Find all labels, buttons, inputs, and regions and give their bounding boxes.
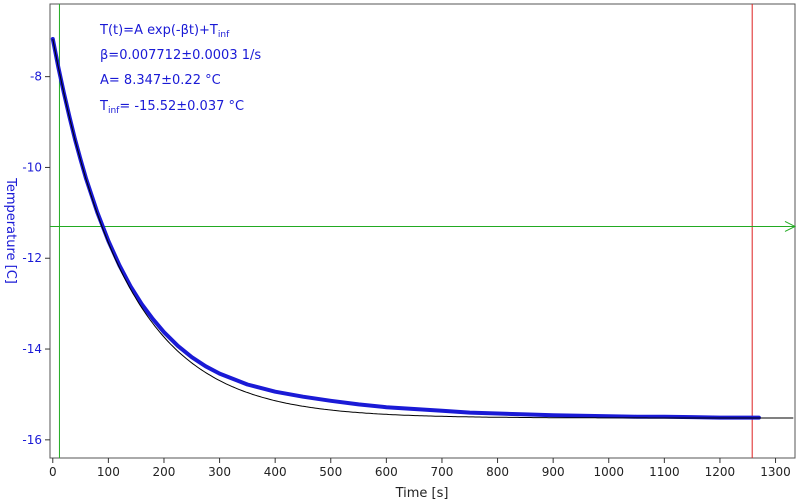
x-tick-label: 900	[542, 465, 565, 479]
fit-tinf: Tinf= -15.52±0.037 °C	[99, 99, 244, 116]
x-ticks: 0 100 200 300 400 500 600 700 800 900 1000 1100 1200…	[49, 458, 791, 479]
plot-area	[49, 3, 796, 459]
x-tick-label: 1300	[760, 465, 791, 479]
x-tick-label: 400	[264, 465, 287, 479]
x-tick-label: 200	[153, 465, 176, 479]
x-tick-label: 1000	[593, 465, 624, 479]
x-tick-label: 500	[319, 465, 342, 479]
fit-beta: β=0.007712±0.0003 1/s	[100, 48, 261, 63]
cursor-arrow-head	[784, 221, 797, 232]
x-tick-label: 1100	[649, 465, 680, 479]
x-tick-label: 100	[97, 465, 120, 479]
fit-curve-line	[52, 39, 794, 419]
x-axis-label: Time [s]	[395, 486, 449, 501]
fit-amplitude: A= 8.347±0.22 °C	[100, 73, 221, 88]
x-tick-label: 600	[375, 465, 398, 479]
y-tick-label: -10	[22, 160, 42, 174]
x-tick-label: 300	[208, 465, 231, 479]
x-tick-label: 700	[431, 465, 454, 479]
x-tick-label: 0	[49, 465, 57, 479]
chart-marks	[50, 4, 797, 458]
y-tick-label: -8	[30, 70, 42, 84]
y-axis-label: Temperature [C]	[3, 177, 18, 284]
x-tick-label: 800	[486, 465, 509, 479]
y-ticks: -8 -10 -12 -14 -16	[22, 70, 50, 447]
y-tick-label: -16	[22, 433, 42, 447]
fit-formula: T(t)=A exp(-βt)+Tinf	[99, 23, 230, 40]
x-tick-label: 1200	[705, 465, 736, 479]
y-tick-label: -12	[22, 251, 42, 265]
y-tick-label: -14	[22, 342, 42, 356]
